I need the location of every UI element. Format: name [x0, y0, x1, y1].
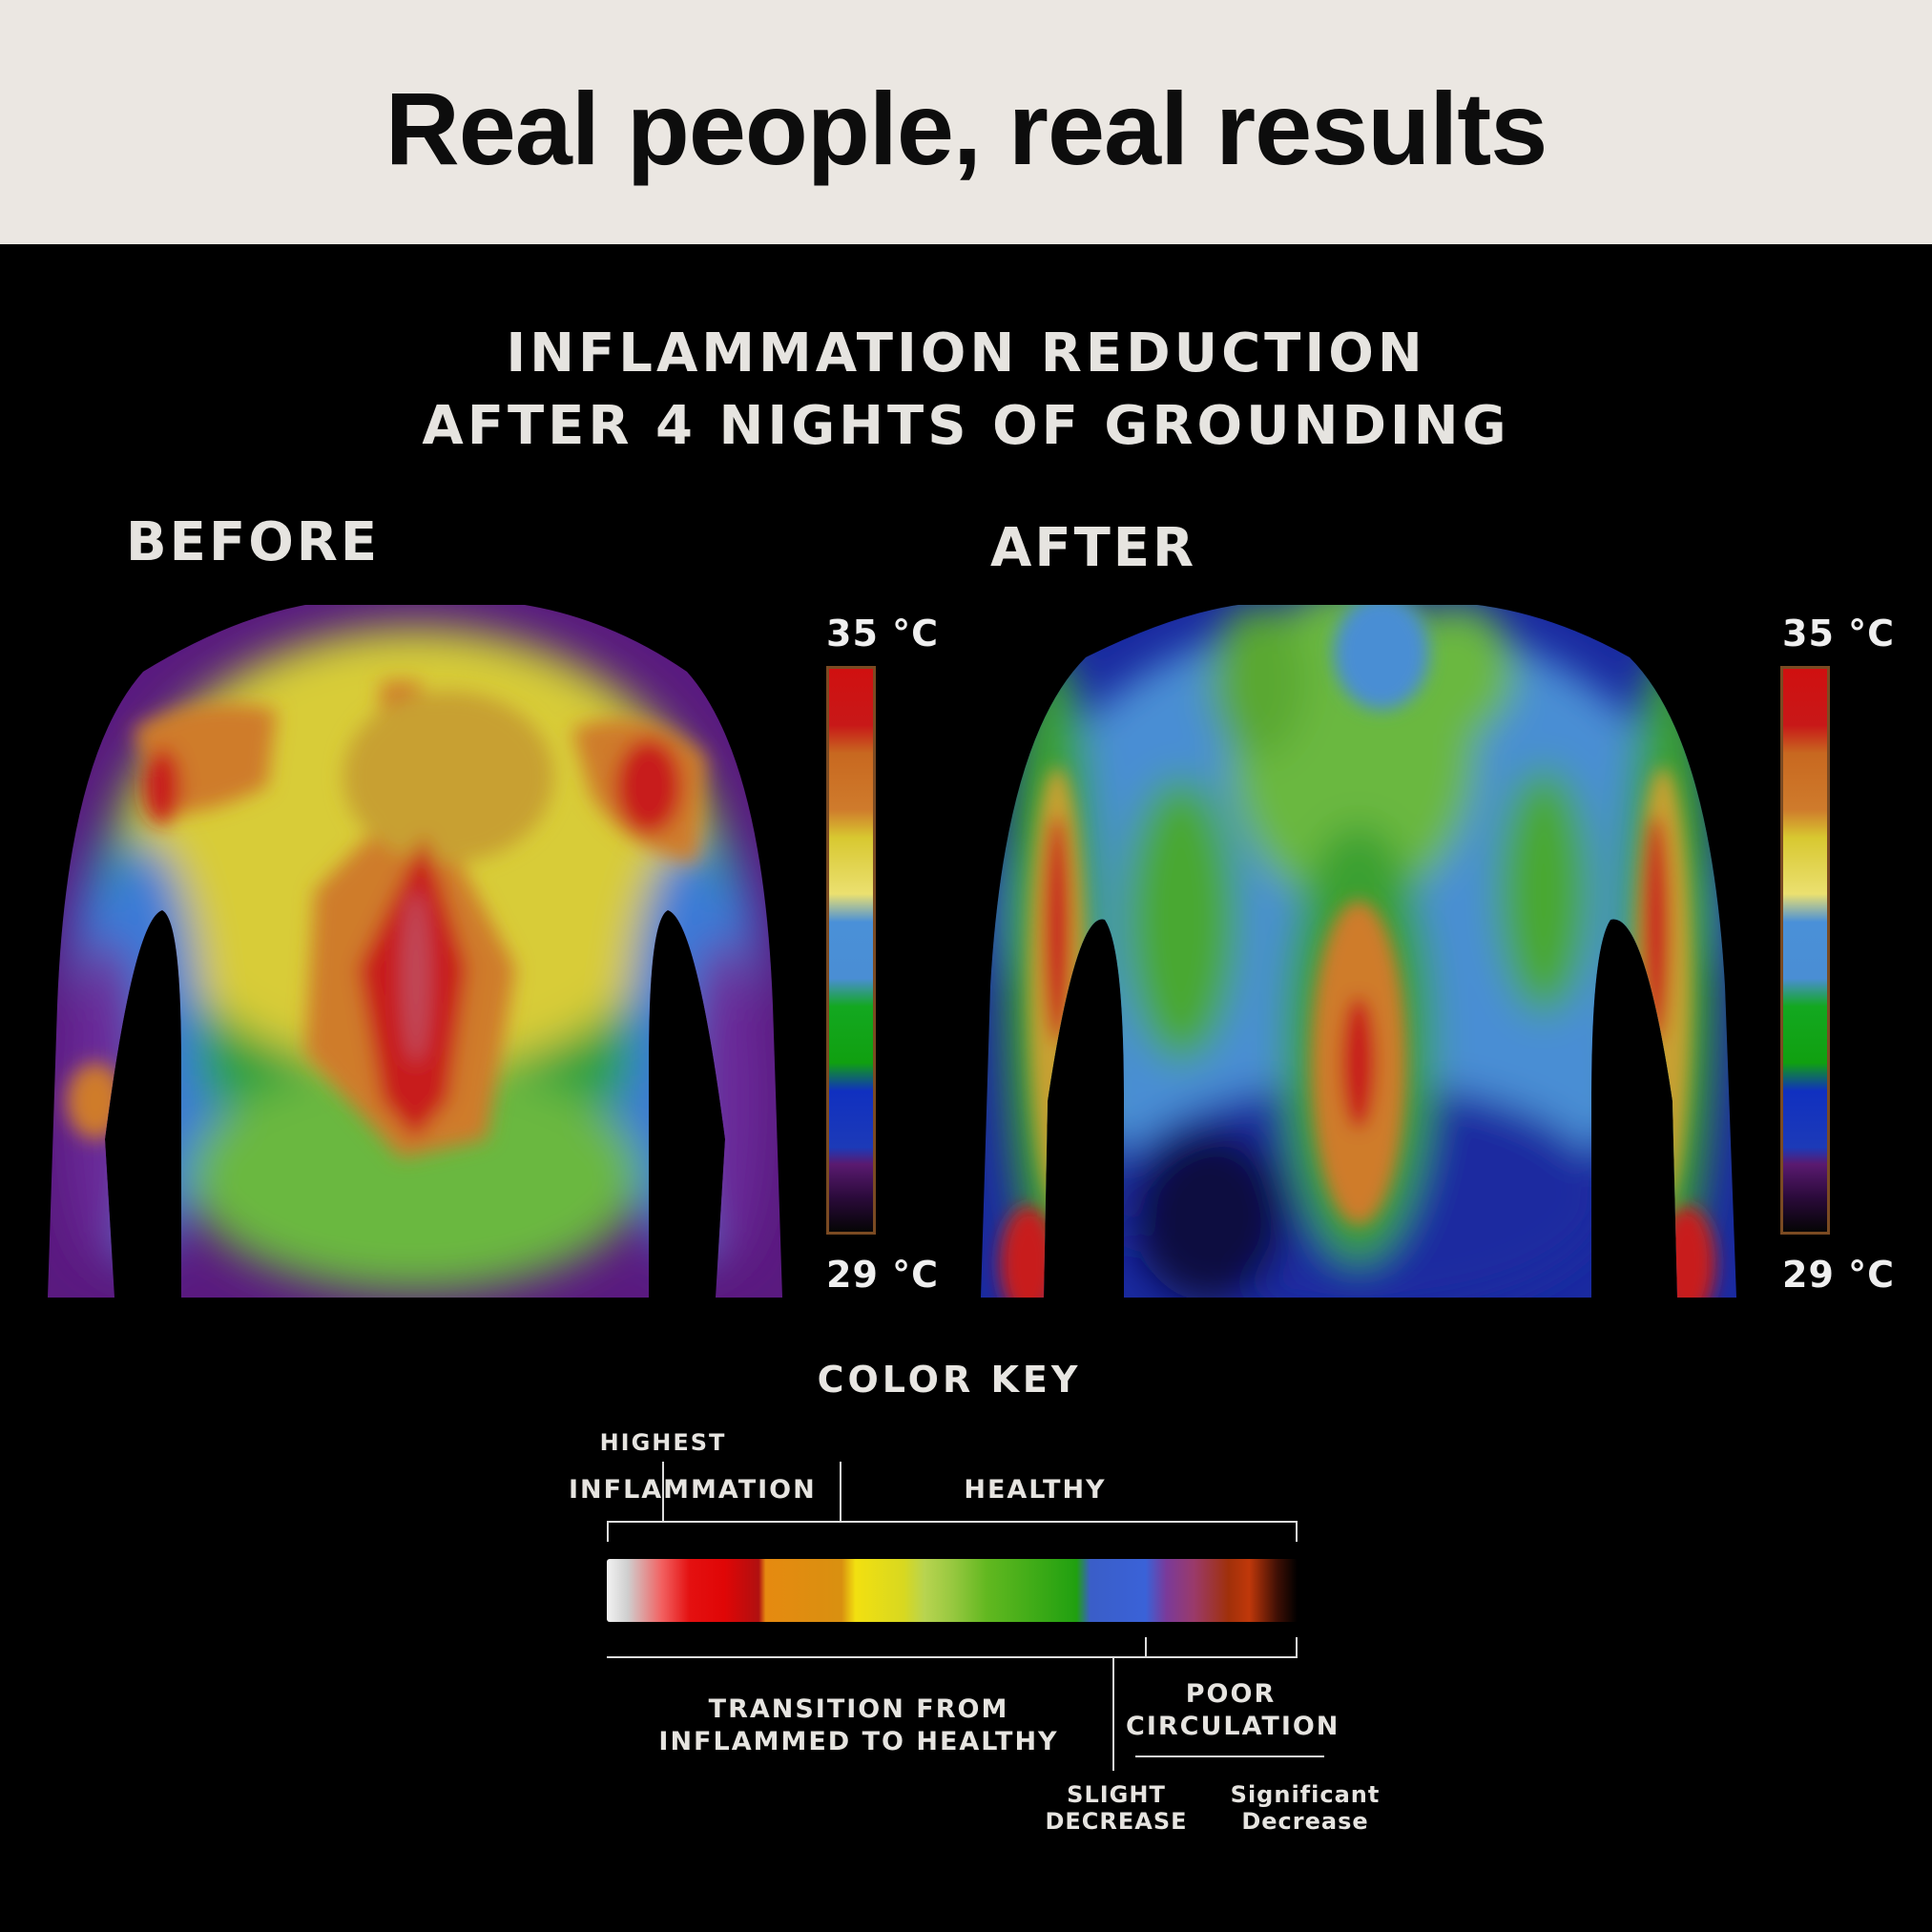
after-scale-min: 29 °C: [1782, 1254, 1895, 1296]
after-thermal-image: [981, 605, 1736, 1298]
key-bottom-bracket-end: [1296, 1637, 1298, 1658]
key-slight-line-1: SLIGHT: [1067, 1781, 1166, 1808]
key-inflammation-label: INFLAMMATION: [569, 1475, 817, 1505]
subtitle-line-2: AFTER 4 NIGHTS OF GROUNDING: [422, 395, 1510, 457]
key-top-bracket-line: [840, 1462, 841, 1523]
key-transition-line-2: INFLAMMED TO HEALTHY: [658, 1727, 1059, 1756]
key-significant-line-1: Significant: [1230, 1781, 1381, 1808]
key-slight-line-2: DECREASE: [1045, 1808, 1188, 1835]
before-label: BEFORE: [126, 511, 381, 573]
key-divider-line: [1112, 1656, 1114, 1771]
key-healthy-label: HEALTHY: [964, 1475, 1107, 1505]
after-temperature-scale: [1780, 666, 1830, 1235]
key-poor-line-1: POOR: [1185, 1679, 1277, 1709]
header-banner: Real people, real results: [0, 0, 1932, 244]
key-highest-label: HIGHEST: [599, 1429, 727, 1456]
key-significant-line-2: Decrease: [1241, 1808, 1369, 1835]
key-top-bracket-end: [607, 1521, 609, 1542]
before-temperature-scale: [826, 666, 876, 1235]
page-title: Real people, real results: [384, 71, 1548, 186]
key-transition-line-1: TRANSITION FROM: [708, 1694, 1009, 1724]
key-top-bracket-line: [662, 1462, 664, 1523]
key-bottom-bracket-tick: [1145, 1637, 1147, 1658]
before-thermal-image: [48, 605, 782, 1298]
subtitle-line-1: INFLAMMATION REDUCTION: [506, 322, 1426, 384]
color-key-title: COLOR KEY: [817, 1359, 1082, 1401]
key-poor-line-2: CIRCULATION: [1126, 1712, 1340, 1741]
after-scale-max: 35 °C: [1782, 613, 1895, 654]
key-top-bracket-end: [1296, 1521, 1298, 1542]
before-scale-max: 35 °C: [826, 613, 939, 654]
key-bottom-bracket: [607, 1656, 1298, 1658]
key-top-bracket: [607, 1521, 1298, 1523]
key-poor-underline: [1135, 1755, 1324, 1757]
before-scale-min: 29 °C: [826, 1254, 939, 1296]
color-key-gradient-bar: [607, 1559, 1298, 1622]
after-label: AFTER: [990, 517, 1197, 579]
